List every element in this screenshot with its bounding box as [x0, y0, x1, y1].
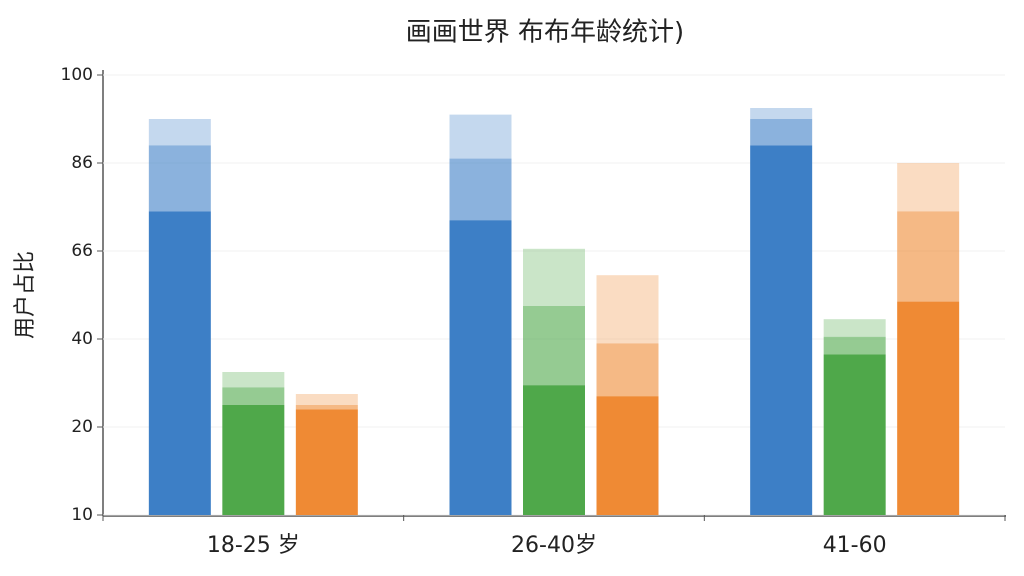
bar-segment: [523, 306, 585, 386]
y-tick-label: 100: [61, 65, 93, 85]
bar-segment: [897, 211, 960, 302]
bar-segment: [148, 145, 211, 212]
bar-segment: [596, 396, 659, 515]
chart-title: 画画世界 布布年龄统计): [406, 18, 684, 48]
bar-segment: [596, 275, 659, 344]
bar-segment: [523, 248, 585, 306]
x-tick-label: 18-25 岁: [207, 533, 300, 558]
bar-segment: [449, 114, 512, 159]
bar-segment: [222, 387, 285, 405]
bar-segment: [897, 163, 960, 212]
bar-segment: [148, 119, 211, 146]
bar-segment: [295, 394, 358, 405]
y-tick-label: 20: [71, 417, 93, 437]
bar-segment: [222, 405, 285, 515]
y-tick-label: 40: [71, 329, 93, 349]
bar-segment: [750, 108, 813, 119]
bar-segment: [449, 220, 512, 515]
bar-segment: [823, 319, 886, 337]
bar-segment: [449, 158, 512, 221]
y-tick-label: 66: [71, 241, 93, 261]
x-tick-label: 41-60: [823, 533, 887, 558]
bar-segment: [148, 211, 211, 515]
bar-segment: [823, 336, 886, 355]
y-tick-label: 10: [71, 505, 93, 525]
bar-segment: [596, 343, 659, 397]
bar-segment: [523, 385, 585, 515]
y-axis-label: 用户占比: [13, 251, 38, 339]
bar-segment: [222, 372, 285, 388]
bar-segment: [823, 354, 886, 515]
bar-segment: [750, 145, 813, 515]
y-tick-label: 86: [71, 153, 93, 173]
bar-segment: [295, 405, 358, 410]
bar-segment: [897, 301, 960, 515]
bar-segment: [750, 119, 813, 146]
x-tick-label: 26-40岁: [511, 533, 597, 558]
bar-segment: [295, 409, 358, 515]
